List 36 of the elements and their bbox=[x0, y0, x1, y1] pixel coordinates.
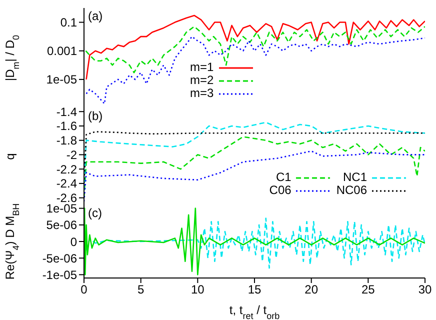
y-tick-label: 5e-06 bbox=[46, 218, 78, 232]
x-tick-label: 5 bbox=[137, 282, 144, 297]
y-tick-label: -2.2 bbox=[56, 162, 78, 176]
line-series bbox=[84, 136, 425, 198]
x-tick-label: 30 bbox=[418, 282, 432, 297]
y-tick-label: -2.4 bbox=[56, 176, 78, 191]
y-tick-label: -1.6 bbox=[56, 119, 78, 134]
x-tick-label: 0 bbox=[80, 282, 88, 297]
x-axis-title: t, t$_{ret}$ / t$_{orb}$ bbox=[229, 303, 280, 320]
x-tick-label: 20 bbox=[304, 282, 318, 297]
legend-label: m=2 bbox=[190, 73, 214, 87]
annotation: (a) bbox=[88, 9, 103, 23]
y-tick-label: -1.8 bbox=[56, 134, 78, 148]
annotation: (c) bbox=[88, 206, 102, 220]
x-tick-label: 15 bbox=[248, 282, 262, 297]
y-tick-label: 1e-05 bbox=[46, 72, 78, 87]
legend-label: m=3 bbox=[190, 86, 214, 100]
y-tick-label: 0.001 bbox=[46, 44, 78, 58]
y-tick-label: -5e-06 bbox=[42, 251, 78, 266]
y-tick-label: -1.4 bbox=[56, 104, 78, 119]
y-axis-title: q bbox=[3, 153, 17, 160]
y-tick-label: 0.1 bbox=[60, 16, 78, 30]
y-tick-label: 0 bbox=[70, 234, 78, 249]
y-tick-label: -2 bbox=[66, 148, 78, 162]
legend-label: C06 bbox=[269, 183, 292, 197]
x-tick-label: 10 bbox=[190, 282, 205, 297]
y-tick-label: -1e-05 bbox=[42, 268, 78, 282]
x-tick-label: 25 bbox=[361, 282, 376, 297]
legend-label: NC06 bbox=[336, 183, 367, 197]
legend-label: NC1 bbox=[342, 170, 367, 184]
line-series bbox=[86, 36, 425, 104]
legend-label: m=1 bbox=[190, 60, 214, 74]
legend-label: C1 bbox=[276, 170, 292, 184]
line-series bbox=[85, 26, 425, 74]
annotation: (b) bbox=[88, 109, 103, 123]
line-series bbox=[84, 208, 425, 276]
